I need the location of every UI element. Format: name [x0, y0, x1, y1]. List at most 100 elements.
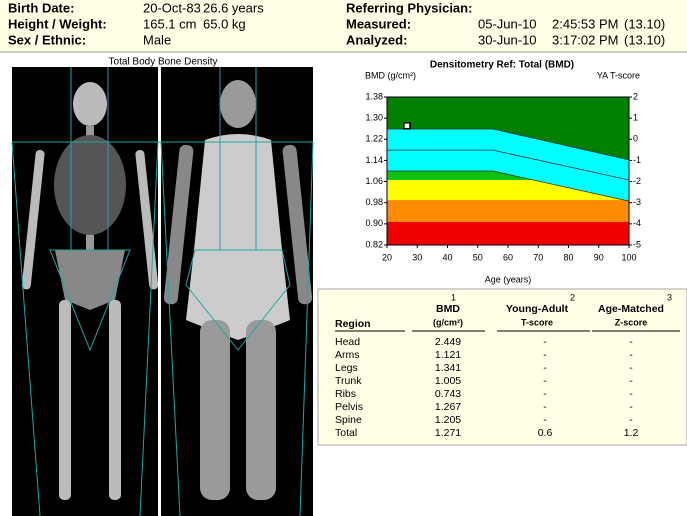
y-tick-label: 1.38: [365, 91, 383, 101]
table-bg: [317, 288, 687, 446]
cell: -: [629, 375, 633, 387]
chart-title: Densitometry Ref: Total (BMD): [430, 60, 574, 71]
cell: -: [543, 414, 547, 426]
column-header: Young-Adult: [506, 303, 569, 315]
cell: -: [629, 401, 633, 413]
region-lines: [11, 67, 314, 516]
header-label: Height / Weight:: [8, 16, 107, 31]
image-caption: Total Body Bone Density: [109, 57, 218, 68]
header-bg: [0, 0, 687, 52]
y2-tick-label: 1: [633, 113, 638, 123]
row-label: Pelvis: [335, 401, 363, 413]
y-tick-label: 1.06: [365, 176, 383, 186]
header-value: Male: [143, 32, 171, 47]
x-tick-label: 60: [503, 252, 513, 262]
header-value: (13.10): [624, 16, 665, 31]
row-label: Arms: [335, 349, 360, 361]
body-silhouette: [163, 80, 313, 500]
row-label: Total: [335, 427, 357, 439]
footnote-mark: 1: [451, 292, 456, 302]
header-label: Analyzed:: [346, 32, 407, 47]
header-value: 05-Jun-10: [478, 16, 537, 31]
x-axis-title: Age (years): [485, 274, 532, 284]
y2-tick-label: 0: [633, 134, 638, 144]
x-tick-label: 40: [442, 252, 452, 262]
footnote-mark: 3: [667, 292, 672, 302]
cell: -: [543, 362, 547, 374]
cell: 1.005: [435, 375, 461, 387]
y-tick-label: 0.90: [365, 218, 383, 228]
cell: 1.271: [435, 427, 461, 439]
y2-tick-label: -5: [633, 239, 641, 249]
row-label: Legs: [335, 362, 358, 374]
x-tick-label: 30: [412, 252, 422, 262]
scan-images: [11, 67, 314, 516]
y2-axis-title: YA T-score: [597, 70, 640, 80]
y2-tick-label: -2: [633, 176, 641, 186]
patient-marker: [403, 122, 411, 130]
column-subheader: Z-score: [615, 317, 648, 327]
header-value: 3:17:02 PM: [552, 32, 619, 47]
results-table: Region BMD (g/cm²) 1 Young-Adult T-score 2 Age-…: [335, 292, 680, 439]
y-tick-label: 1.14: [365, 155, 383, 165]
cell: -: [543, 375, 547, 387]
y-tick-label: 0.98: [365, 197, 383, 207]
cell: -: [629, 362, 633, 374]
x-tick-label: 20: [382, 252, 392, 262]
column-subheader: (g/cm²): [433, 317, 463, 327]
column-subheader: T-score: [521, 317, 553, 327]
cell: 0.743: [435, 388, 461, 400]
x-tick-label: 100: [621, 252, 636, 262]
x-tick-label: 70: [533, 252, 543, 262]
zone: [387, 171, 629, 180]
header-value: 165.1 cm: [143, 16, 196, 31]
cell: -: [629, 336, 633, 348]
header-label: Referring Physician:: [346, 0, 472, 15]
cell: -: [629, 349, 633, 361]
cell: 0.6: [538, 427, 553, 439]
column-header: Age-Matched: [598, 303, 664, 315]
cell: 1.121: [435, 349, 461, 361]
zone: [387, 200, 629, 223]
header-value: 20-Oct-83: [143, 0, 201, 15]
cell: 1.341: [435, 362, 461, 374]
cell: -: [543, 349, 547, 361]
cell: 1.2: [624, 427, 639, 439]
y2-tick-label: -3: [633, 197, 641, 207]
row-label: Trunk: [335, 375, 362, 387]
column-header: BMD: [436, 303, 460, 315]
column-header: Region: [335, 318, 371, 330]
zone: [387, 222, 629, 245]
cell: -: [543, 388, 547, 400]
footnote-mark: 2: [570, 292, 575, 302]
y-tick-label: 1.22: [365, 134, 383, 144]
cell: 1.205: [435, 414, 461, 426]
header-value: (13.10): [624, 32, 665, 47]
cell: -: [543, 336, 547, 348]
header-value: 30-Jun-10: [478, 32, 537, 47]
cell: 2.449: [435, 336, 461, 348]
cell: 1.267: [435, 401, 461, 413]
header-label: Measured:: [346, 16, 411, 31]
x-tick-label: 50: [473, 252, 483, 262]
row-label: Ribs: [335, 388, 356, 400]
y2-tick-label: -4: [633, 218, 641, 228]
y2-tick-label: 2: [633, 91, 638, 101]
header-value: 2:45:53 PM: [552, 16, 619, 31]
cell: -: [629, 414, 633, 426]
y-tick-label: 0.82: [365, 239, 383, 249]
chart: Densitometry Ref: Total (BMD) BMD (g/cm²…: [365, 60, 641, 285]
reference-mean: [387, 149, 630, 181]
x-tick-label: 80: [563, 252, 573, 262]
row-label: Head: [335, 336, 360, 348]
header-label: Birth Date:: [8, 0, 74, 15]
cell: -: [629, 388, 633, 400]
cell: -: [543, 401, 547, 413]
y-axis-title: BMD (g/cm²): [365, 70, 416, 80]
header-label: Sex / Ethnic:: [8, 32, 86, 47]
header-value: 65.0 kg: [203, 16, 246, 31]
row-label: Spine: [335, 414, 362, 426]
y-tick-label: 1.30: [365, 113, 383, 123]
header-value: 26.6 years: [203, 0, 264, 15]
